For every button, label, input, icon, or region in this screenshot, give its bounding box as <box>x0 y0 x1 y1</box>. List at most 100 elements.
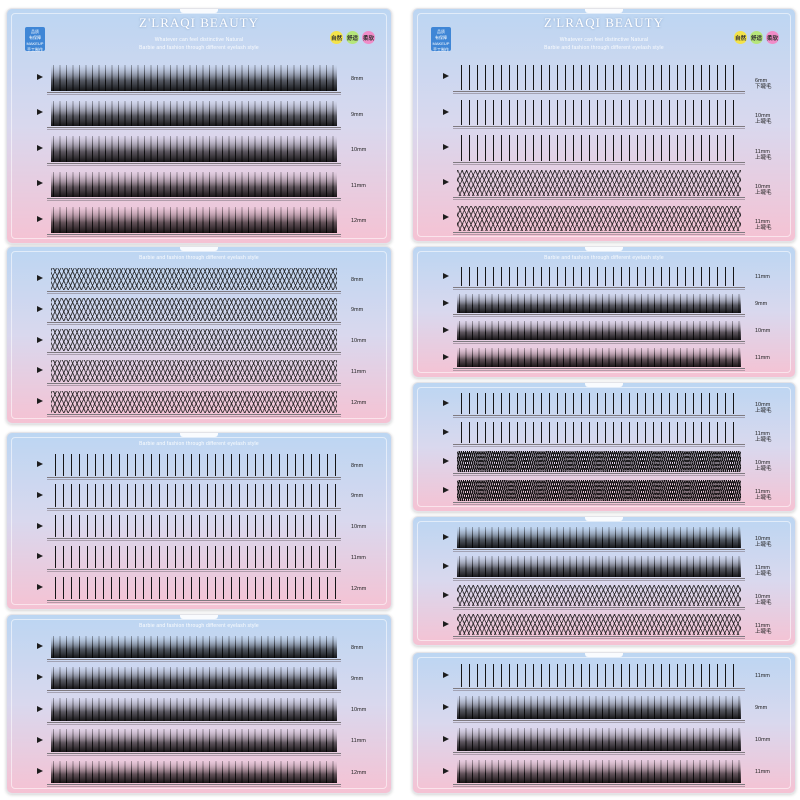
length-value: 11mm <box>351 182 366 189</box>
lash-row: 11mm <box>7 164 391 202</box>
lash-base <box>453 341 745 344</box>
lash-row: 11mm 上睫毛 <box>413 127 795 165</box>
lash-base <box>453 607 745 610</box>
lash-strip <box>457 614 741 635</box>
length-value: 11mm <box>755 273 770 280</box>
lash-base <box>453 473 745 476</box>
length-value: 9mm <box>351 676 364 683</box>
length-value: 10mm <box>351 147 367 154</box>
quality-badge: 品质 有保障 MAKEUP 手工制作 <box>25 27 45 52</box>
row-arrow-icon <box>443 143 449 150</box>
lash-base <box>453 578 745 581</box>
lash-row: 8mm <box>7 57 391 95</box>
length-label: 10mm <box>351 524 375 530</box>
row-arrow-icon <box>37 144 43 151</box>
lash-base <box>47 321 341 325</box>
length-label: 10mm 上睫毛 <box>755 460 779 472</box>
length-value: 10mm <box>755 594 771 600</box>
lash-strip <box>51 100 337 127</box>
length-position: 上睫毛 <box>755 542 772 548</box>
row-arrow-icon <box>443 353 449 360</box>
row-arrow-icon <box>443 272 449 279</box>
length-value: 11mm <box>755 148 770 155</box>
lash-row: 10mm <box>7 691 391 725</box>
length-value: 10mm <box>755 536 771 542</box>
lash-strip <box>51 515 337 538</box>
row-arrow-icon <box>37 491 43 498</box>
length-label: 10mm 上睫毛 <box>755 113 779 125</box>
lash-row: 11mm 上睫毛 <box>413 474 795 505</box>
lash-strip <box>457 727 741 751</box>
lash-row: 8mm <box>7 261 391 294</box>
length-label: 6mm 下睫毛 <box>755 78 779 90</box>
length-value: 11mm <box>755 431 770 437</box>
length-label: 12mm <box>351 770 375 776</box>
lash-strip <box>51 453 337 476</box>
row-arrow-icon <box>443 486 449 493</box>
length-label: 10mm <box>351 707 375 713</box>
length-label: 9mm <box>755 705 779 711</box>
feature-labels: 自然 舒适 柔软 <box>330 31 375 44</box>
length-label: 11mm 上睫毛 <box>755 489 779 501</box>
lash-row: 10mm <box>7 509 391 542</box>
feature-label: 柔软 <box>362 31 375 44</box>
lash-strip <box>51 484 337 507</box>
lash-base <box>47 290 341 294</box>
length-label: 10mm <box>351 338 375 344</box>
lash-row: 11mm <box>413 657 795 691</box>
badge-line: 手工制作 <box>27 47 43 52</box>
tray-right-4: 10mm 上睫毛 11mm 上睫毛 10mm 上睫毛 11mm 上睫毛 <box>412 516 796 646</box>
length-label: 10mm <box>755 737 779 743</box>
lash-row: 11mm 上睫毛 <box>413 550 795 581</box>
lash-strip <box>51 698 337 721</box>
lash-base <box>47 599 341 603</box>
badge-line: 品质 <box>31 29 39 34</box>
length-label: 11mm <box>351 369 375 375</box>
tagline-natural: Whatever can feel distinctive Natural <box>559 37 649 43</box>
lash-base <box>453 368 745 371</box>
length-label: 9mm <box>351 493 375 499</box>
lash-strip <box>457 695 741 719</box>
tagline-style: Barbie and fashion through different eye… <box>139 441 259 447</box>
feature-label: 柔软 <box>766 31 779 44</box>
length-position: 上睫毛 <box>755 119 772 126</box>
lash-strip <box>457 759 741 783</box>
row-arrow-icon <box>37 73 43 80</box>
lash-row: 9mm <box>7 660 391 694</box>
row-arrow-icon <box>37 336 43 343</box>
tray-right-3: 10mm 上睫毛 11mm 上睫毛 10mm 上睫毛 11mm 上睫毛 <box>412 382 796 512</box>
length-value: 11mm <box>755 623 770 629</box>
length-position: 上睫毛 <box>755 571 772 577</box>
badge-line: MAKEUP <box>432 41 450 46</box>
length-value: 11mm <box>755 565 770 571</box>
lash-base <box>47 752 341 756</box>
length-value: 11mm <box>351 738 366 745</box>
length-value: 8mm <box>351 644 364 651</box>
lash-strip <box>51 760 337 783</box>
lash-base <box>453 784 745 787</box>
lash-row: 10mm <box>413 721 795 755</box>
lash-strip <box>457 293 741 313</box>
lash-base <box>47 233 341 237</box>
row-arrow-icon <box>37 705 43 712</box>
length-label: 8mm <box>351 277 375 283</box>
lash-base <box>47 659 341 663</box>
tagline-natural: Whatever can feel distinctive Natural <box>154 37 244 43</box>
lash-base <box>47 721 341 725</box>
row-arrow-icon <box>37 180 43 187</box>
row-arrow-icon <box>37 305 43 312</box>
lash-base <box>453 91 745 95</box>
lash-strip <box>51 267 337 290</box>
length-value: 9mm <box>351 111 364 118</box>
length-label: 9mm <box>351 676 375 682</box>
length-position: 上睫毛 <box>755 629 772 635</box>
length-label: 9mm <box>351 112 375 118</box>
row-arrow-icon <box>37 553 43 560</box>
length-value: 10mm <box>755 460 771 466</box>
lash-base <box>453 196 745 200</box>
length-label: 11mm 上睫毛 <box>755 565 779 577</box>
length-value: 8mm <box>351 462 364 469</box>
length-position: 上睫毛 <box>755 224 772 231</box>
length-position: 上睫毛 <box>755 437 772 443</box>
row-arrow-icon <box>443 73 449 80</box>
